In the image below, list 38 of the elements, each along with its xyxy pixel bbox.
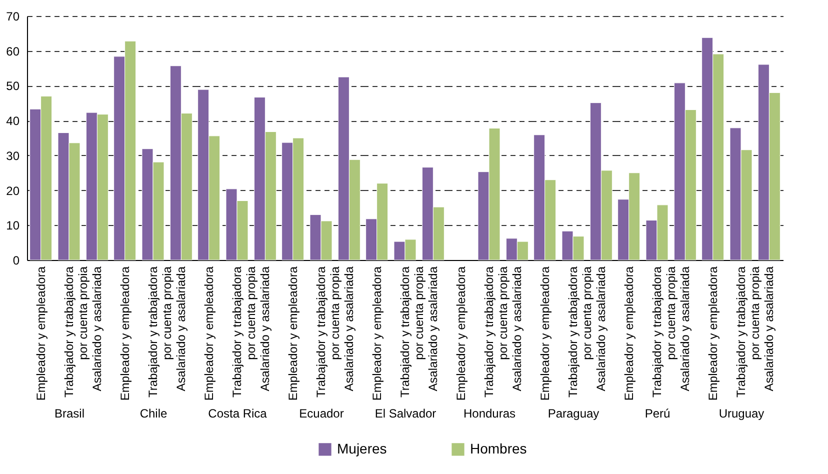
x-axis-title: Costa Rica: [208, 406, 268, 421]
y-tick-label: 30: [6, 148, 20, 163]
x-tick-label: Empleador y empleadora: [34, 266, 48, 401]
x-tick-label: Asalariado y asalariada: [678, 266, 692, 392]
x-tick-label: Asalariado y asalariada: [258, 266, 272, 392]
x-tick-label: Empleador y empleadora: [706, 266, 720, 401]
x-tick-label: Asalariado y asalariada: [174, 266, 188, 392]
x-axis-title: Paraguay: [548, 406, 600, 421]
x-tick-label: Asalariado y asalariada: [594, 266, 608, 392]
x-axis-title: Uruguay: [718, 406, 764, 421]
y-tick-label: 40: [6, 114, 20, 128]
x-tick-label: Empleador y empleadora: [202, 266, 216, 401]
x-tick-label: Empleador y empleadora: [622, 266, 636, 401]
legend-label: Mujeres: [337, 440, 387, 456]
x-axis-title: Ecuador: [299, 406, 344, 421]
y-tick-label: 0: [12, 254, 20, 268]
x-tick-label: Empleador y empleadora: [454, 266, 468, 401]
x-tick-label: Asalariado y asalariada: [90, 266, 104, 392]
x-tick-label: Empleador y empleadora: [538, 266, 552, 401]
y-tick-label: 70: [6, 10, 20, 24]
x-tick-label: Asalariado y asalariada: [510, 266, 524, 392]
x-tick-label: Asalariado y asalariada: [426, 266, 440, 392]
x-tick-label: Empleador y empleadora: [286, 266, 300, 401]
x-tick-label: Empleador y empleadora: [118, 266, 132, 401]
x-axis-title: Chile: [140, 406, 168, 421]
y-tick-label: 20: [6, 184, 20, 198]
x-tick-label: Empleador y empleadora: [370, 266, 384, 401]
x-tick-label: Asalariado y asalariada: [342, 266, 356, 392]
x-axis-title: Brasil: [54, 406, 85, 421]
x-tick-label: Trabajador y trabajadora por cuenta propia: [62, 266, 90, 398]
y-tick-label: 50: [6, 79, 20, 94]
y-tick-label: 60: [6, 44, 20, 58]
x-axis-title: Honduras: [463, 406, 516, 421]
x-axis-title: Perú: [644, 406, 670, 421]
y-tick-label: 10: [6, 218, 20, 233]
x-tick-label: Asalariado y asalariada: [762, 266, 776, 392]
x-axis-title: El Salvador: [374, 406, 436, 421]
legend-label: Hombres: [470, 440, 527, 456]
